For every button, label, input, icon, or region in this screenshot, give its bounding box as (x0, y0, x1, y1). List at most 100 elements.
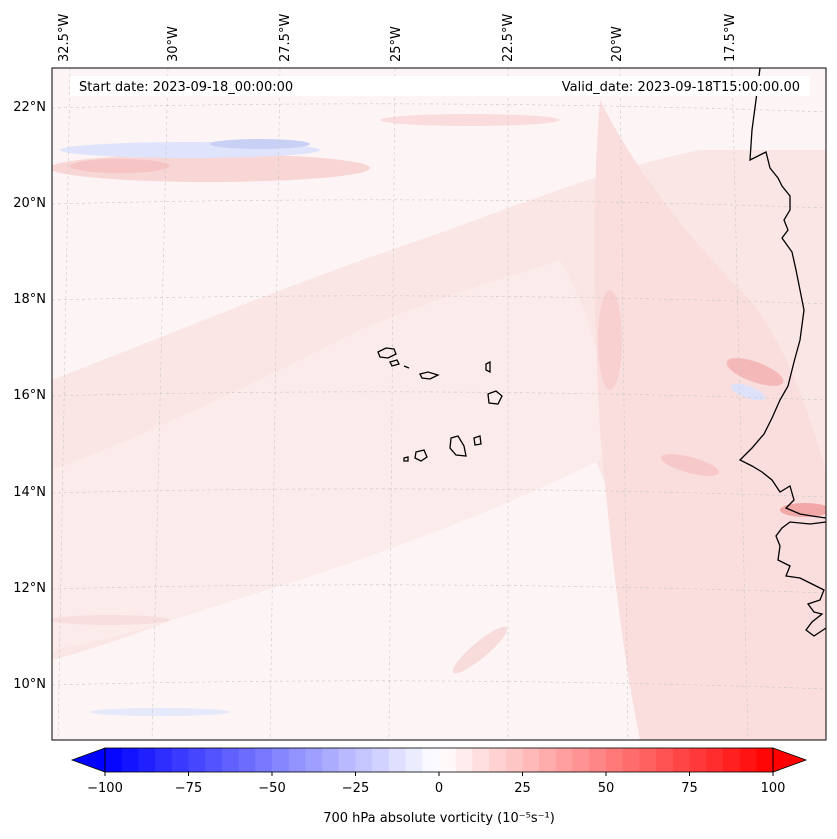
graticule (52, 68, 826, 740)
colorbar-segment (272, 748, 290, 772)
vorticity-streak-blue-core (210, 139, 310, 149)
colorbar-segment (439, 748, 457, 772)
latitude-labels: 22°N 20°N 18°N 16°N 14°N 12°N 10°N (13, 100, 46, 692)
vorticity-band-inner (52, 260, 604, 650)
colorbar-segment (338, 748, 356, 772)
colorbar-segment (171, 748, 189, 772)
lat-label: 12°N (13, 581, 46, 596)
valid-date-label: Valid_date: 2023-09-18T15:00:00.00 (562, 80, 800, 95)
colorbar-segment (388, 748, 407, 772)
colorbar-segment (455, 748, 473, 772)
island-fogo (414, 449, 428, 462)
colorbar-segment (539, 748, 557, 772)
island-santo-antao (377, 347, 397, 359)
start-date-label: Start date: 2023-09-18_00:00:00 (79, 80, 293, 95)
island-santiago (449, 435, 467, 457)
colorbar-segment (572, 748, 590, 772)
colorbar-tick-label: −100 (87, 781, 123, 796)
lon-label: 25°W (389, 26, 404, 62)
colorbar-segment (422, 748, 440, 772)
lon-label: 20°W (610, 26, 625, 62)
vorticity-streak-south-1 (90, 708, 230, 716)
island-maio (473, 435, 482, 446)
lon-label: 27.5°W (278, 14, 293, 62)
island-boa-vista (487, 390, 503, 405)
colorbar-segment (589, 748, 607, 772)
colorbar-segment (555, 748, 574, 772)
date-header-background (70, 76, 810, 96)
colorbar-segment (355, 748, 373, 772)
colorbar-segment (238, 748, 256, 772)
vorticity-streak-upper (380, 114, 560, 126)
lat-label: 18°N (13, 292, 46, 307)
island-sao-nicolau (419, 371, 440, 380)
colorbar-segment (689, 748, 707, 772)
colorbar-segment (305, 748, 323, 772)
colorbar-segment (722, 748, 741, 772)
africa-coastline (738, 68, 826, 637)
colorbar-extend-low (70, 747, 106, 773)
colorbar-segment (756, 748, 774, 772)
colorbar-segment (505, 748, 523, 772)
lat-label: 10°N (13, 677, 46, 692)
colorbar-label: 700 hPa absolute vorticity (10⁻⁵s⁻¹) (323, 811, 555, 826)
colorbar-segment (522, 748, 540, 772)
colorbar-segment (656, 748, 674, 772)
colorbar: −100 −75 −50 −25 0 25 50 75 100 700 hPa absolute… (70, 747, 808, 826)
colorbar-segment (372, 748, 390, 772)
vorticity-east-region (594, 100, 826, 740)
island-sao-vicente (389, 359, 400, 367)
colorbar-segment (221, 748, 240, 772)
colorbar-segment (739, 748, 757, 772)
colorbar-tick-label: 75 (681, 781, 698, 796)
lat-label: 22°N (13, 100, 46, 115)
vorticity-coastal-red-16n (726, 358, 784, 386)
colorbar-segment (188, 748, 206, 772)
vorticity-streak-south-3 (452, 626, 508, 674)
colorbar-segment (672, 748, 690, 772)
colorbar-segment (322, 748, 340, 772)
colorbar-extend-high (772, 747, 808, 773)
lat-label: 14°N (13, 485, 46, 500)
island-sal (485, 360, 491, 374)
colorbar-segment (639, 748, 657, 772)
lon-label: 22.5°W (501, 14, 516, 62)
colorbar-segment (121, 748, 139, 772)
lon-label: 30°W (166, 26, 181, 62)
lon-label: 32.5°W (57, 14, 72, 62)
colorbar-segment (405, 748, 423, 772)
island-brava (403, 456, 409, 462)
lon-label: 17.5°W (723, 14, 738, 62)
colorbar-segment (472, 748, 490, 772)
map-frame (51, 67, 827, 741)
lat-label: 16°N (13, 388, 46, 403)
colorbar-segment (706, 748, 724, 772)
colorbar-tick-label: 100 (761, 781, 786, 796)
colorbar-segment (606, 748, 624, 772)
island-santa-luzia (403, 365, 410, 369)
lat-label: 20°N (13, 196, 46, 211)
vorticity-coastal-east-band (598, 290, 622, 390)
colorbar-segment (138, 748, 156, 772)
colorbar-tick-label: 0 (435, 781, 443, 796)
colorbar-segment (255, 748, 273, 772)
vorticity-coastal-red-14n (660, 454, 720, 476)
colorbar-segment (288, 748, 306, 772)
colorbar-segment (205, 748, 223, 772)
colorbar-tick-label: 50 (598, 781, 615, 796)
colorbar-segment (155, 748, 173, 772)
vorticity-coastal-red-13n (780, 503, 826, 517)
vorticity-streak-red-core (70, 159, 170, 173)
colorbar-tick-label: 25 (514, 781, 531, 796)
colorbar-segment (622, 748, 640, 772)
colorbar-segments (105, 748, 774, 772)
colorbar-segment (489, 748, 507, 772)
colorbar-segment (105, 748, 123, 772)
cape-verde-islands (377, 347, 503, 462)
longitude-labels: 32.5°W 30°W 27.5°W 25°W 22.5°W 20°W 17.5… (57, 14, 738, 62)
colorbar-tick-label: −50 (258, 781, 285, 796)
colorbar-tick-label: −25 (342, 781, 369, 796)
colorbar-ticks: −100 −75 −50 −25 0 25 50 75 100 (87, 772, 785, 796)
colorbar-tick-label: −75 (175, 781, 202, 796)
